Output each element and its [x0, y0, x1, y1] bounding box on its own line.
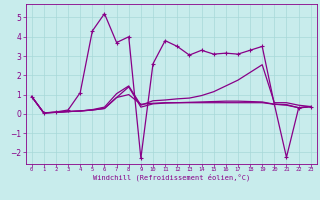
- X-axis label: Windchill (Refroidissement éolien,°C): Windchill (Refroidissement éolien,°C): [92, 174, 250, 181]
